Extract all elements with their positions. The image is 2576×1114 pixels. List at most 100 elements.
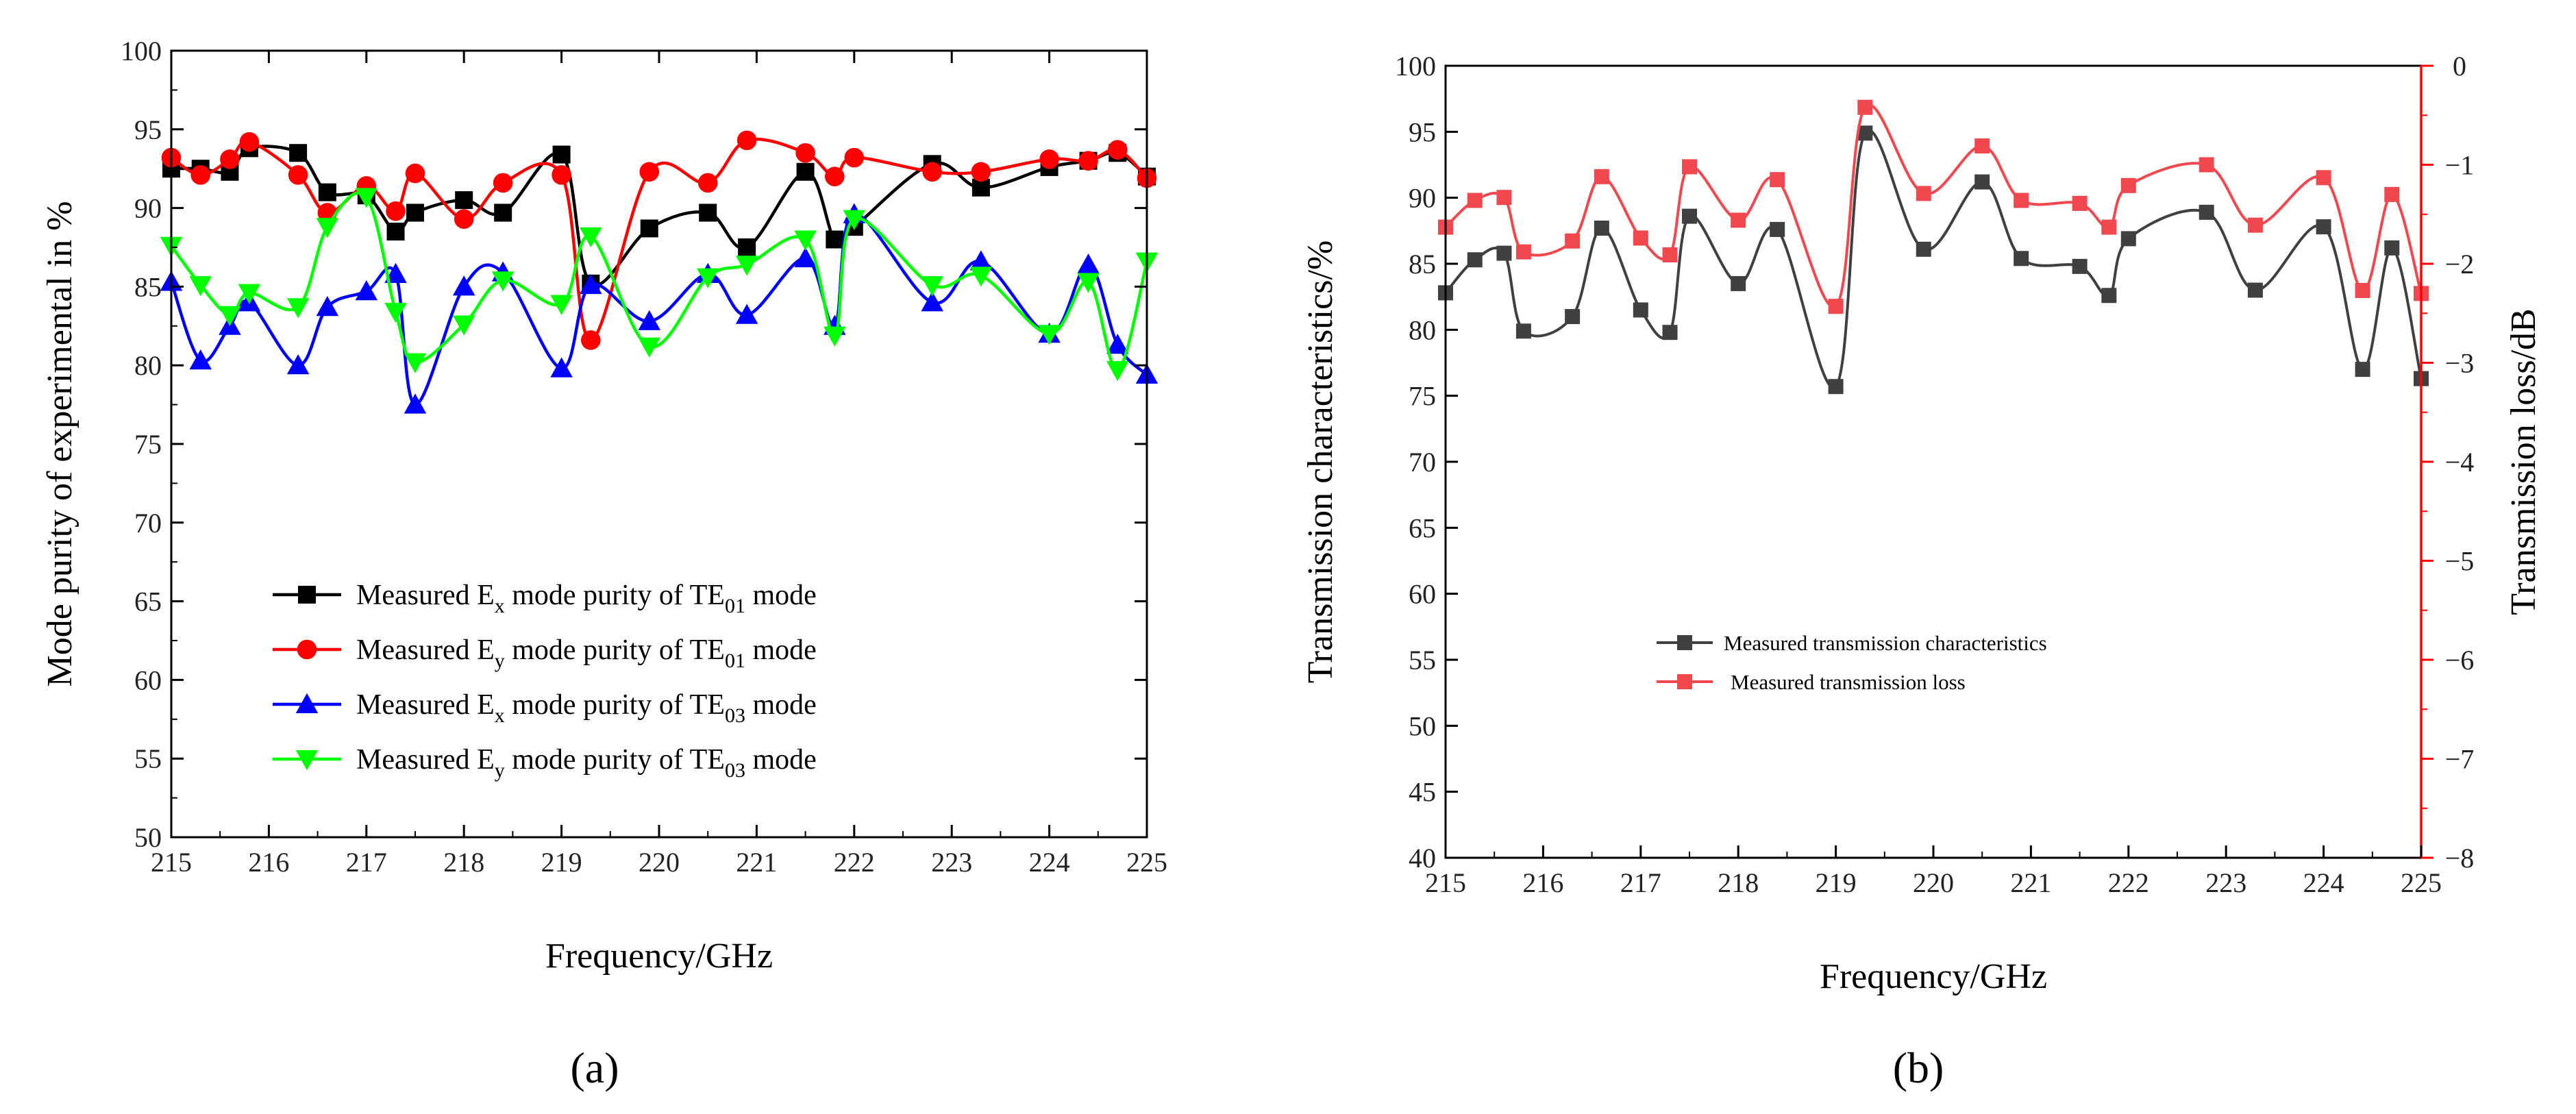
x-tick-label: 216 bbox=[248, 847, 289, 878]
data-point bbox=[288, 165, 308, 185]
legend-label: Measured transmission loss bbox=[1731, 670, 1966, 694]
data-point bbox=[696, 268, 719, 288]
data-point bbox=[796, 162, 815, 181]
x-tick-label: 219 bbox=[1816, 867, 1857, 898]
data-point bbox=[2384, 240, 2400, 256]
x-tick-label: 225 bbox=[2401, 867, 2442, 898]
panel-b-label: (b) bbox=[1893, 1043, 1944, 1092]
data-point bbox=[1731, 212, 1746, 228]
y2-tick-label: −3 bbox=[2445, 348, 2475, 379]
x-tick-label: 224 bbox=[2303, 867, 2344, 898]
data-point bbox=[1594, 220, 1609, 236]
data-point bbox=[795, 143, 815, 163]
y-tick-label: 80 bbox=[134, 350, 162, 381]
legend-label: Measured Ex mode purity of TE03 mode bbox=[356, 689, 817, 727]
y2-tick-label: −7 bbox=[2445, 744, 2475, 775]
data-point bbox=[1106, 334, 1129, 354]
data-point bbox=[1857, 99, 1873, 115]
data-point bbox=[316, 295, 339, 317]
data-point bbox=[1496, 190, 1512, 206]
data-point bbox=[318, 183, 336, 201]
legend-marker bbox=[297, 639, 317, 660]
data-point bbox=[2316, 219, 2331, 235]
data-point bbox=[1633, 230, 1648, 246]
y-tick-label: 55 bbox=[134, 743, 162, 774]
data-point bbox=[1828, 299, 1844, 314]
data-point bbox=[640, 219, 658, 238]
series-line bbox=[1444, 129, 2423, 389]
x-tick-label: 222 bbox=[834, 847, 875, 878]
legend-label: Measured transmission characteristics bbox=[1724, 631, 2047, 655]
data-point bbox=[844, 147, 865, 168]
data-point bbox=[190, 165, 211, 185]
panel-a-label: (a) bbox=[570, 1043, 619, 1092]
data-point bbox=[454, 209, 474, 229]
data-point bbox=[550, 295, 573, 315]
data-point bbox=[2120, 231, 2136, 247]
x-tick-label: 215 bbox=[151, 847, 192, 878]
data-point bbox=[189, 276, 212, 297]
data-point bbox=[1515, 323, 1531, 339]
y2-tick-label: 0 bbox=[2453, 51, 2466, 82]
data-point bbox=[697, 173, 718, 193]
panel-a-axes: 215 216 217 218 219 220 221 222 223 224 225 50 55 60 6… bbox=[121, 36, 1167, 878]
panel-a-series-layer bbox=[160, 130, 1159, 414]
series-line bbox=[170, 191, 1149, 372]
data-point bbox=[286, 298, 310, 319]
legend-label: Measured Ey mode purity of TE03 mode bbox=[356, 744, 817, 782]
series-3 bbox=[160, 203, 1159, 414]
data-point bbox=[1496, 245, 1512, 261]
y2-tick-label: −8 bbox=[2445, 843, 2475, 874]
data-point bbox=[1662, 325, 1678, 341]
data-point bbox=[581, 330, 601, 350]
x-tick-label: 222 bbox=[2108, 867, 2149, 898]
data-point bbox=[639, 162, 660, 182]
data-point bbox=[455, 191, 473, 210]
data-point bbox=[1467, 252, 1483, 268]
legend-marker bbox=[295, 750, 319, 771]
data-point bbox=[286, 354, 310, 375]
data-point bbox=[384, 262, 407, 284]
panel-a-legend: Measured Ex mode purity of TE01 mode Meas… bbox=[273, 580, 817, 782]
panel-b-plot-frame bbox=[1444, 64, 2423, 859]
y2-tick-label: −1 bbox=[2445, 150, 2475, 181]
y-tick-label: 50 bbox=[1409, 710, 1436, 741]
legend-item: Measured Ey mode purity of TE01 mode bbox=[273, 634, 817, 672]
data-point bbox=[2120, 177, 2136, 193]
data-point bbox=[969, 267, 993, 287]
x-tick-label: 216 bbox=[1522, 867, 1563, 898]
legend-item: Measured Ey mode purity of TE03 mode bbox=[273, 744, 817, 782]
data-point bbox=[971, 162, 991, 182]
data-point bbox=[736, 130, 757, 151]
data-point bbox=[794, 230, 817, 251]
legend-item: Measured Ex mode purity of TE01 mode bbox=[273, 580, 817, 617]
x-tick-label: 215 bbox=[1425, 867, 1466, 898]
data-point bbox=[452, 315, 475, 336]
series-line bbox=[169, 212, 1148, 406]
data-point bbox=[2101, 219, 2117, 235]
data-point bbox=[404, 393, 427, 414]
data-point bbox=[843, 210, 866, 230]
data-point bbox=[1565, 233, 1581, 249]
series-line bbox=[170, 137, 1148, 342]
data-point bbox=[1770, 221, 1785, 237]
data-point bbox=[826, 230, 844, 249]
data-point bbox=[1515, 244, 1531, 260]
data-point bbox=[1662, 247, 1678, 262]
data-point bbox=[289, 144, 308, 162]
data-point bbox=[491, 271, 515, 292]
legend-marker bbox=[1677, 635, 1692, 650]
data-point bbox=[552, 145, 571, 164]
x-tick-label: 223 bbox=[931, 847, 972, 878]
panel-a-chart: 215 216 217 218 219 220 221 222 223 224 225 50 55 60 6… bbox=[40, 36, 1167, 1092]
panel-b-series-layer bbox=[1438, 99, 2429, 395]
series-4 bbox=[160, 188, 1159, 382]
y-tick-label: 100 bbox=[1395, 51, 1436, 82]
data-point bbox=[1633, 302, 1648, 318]
data-point bbox=[238, 284, 261, 304]
data-point bbox=[1731, 275, 1746, 291]
data-point bbox=[1828, 379, 1844, 395]
data-point bbox=[1682, 159, 1697, 175]
data-point bbox=[2355, 283, 2370, 299]
data-point bbox=[552, 165, 571, 185]
